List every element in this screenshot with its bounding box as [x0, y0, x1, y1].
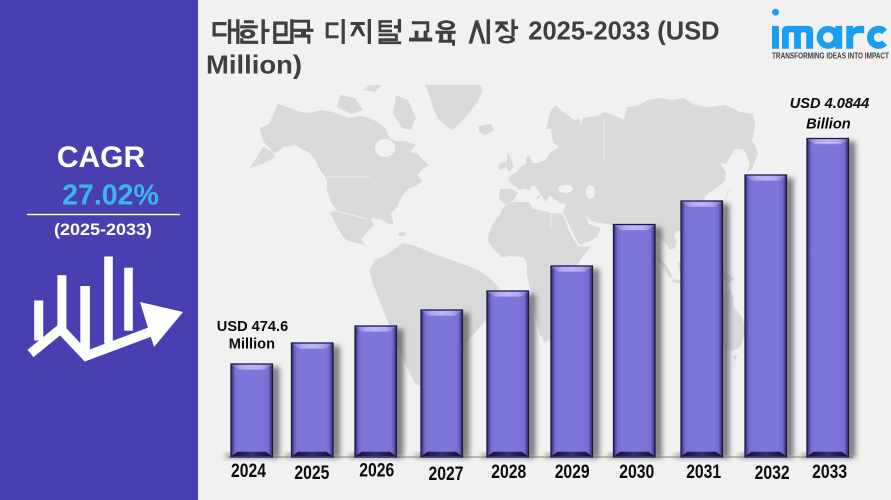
svg-text:2030: 2030 [619, 462, 654, 483]
svg-text:2026: 2026 [359, 461, 394, 482]
svg-text:2028: 2028 [491, 462, 526, 483]
svg-text:USD 474.6: USD 474.6 [217, 319, 288, 335]
svg-text:Million: Million [229, 336, 275, 352]
svg-text:USD 4.0844: USD 4.0844 [790, 96, 870, 112]
svg-text:2029: 2029 [555, 462, 590, 483]
svg-text:27.02%: 27.02% [62, 180, 159, 212]
svg-text:2031: 2031 [686, 462, 721, 483]
svg-text:Million): Million) [206, 50, 302, 80]
svg-text:Billion: Billion [806, 117, 851, 133]
svg-text:2027: 2027 [429, 464, 464, 485]
svg-text:2024: 2024 [231, 461, 266, 482]
svg-text:2025: 2025 [294, 463, 329, 484]
svg-text:CAGR: CAGR [57, 141, 146, 174]
svg-text:2033: 2033 [812, 462, 847, 483]
svg-text:TRANSFORMING IDEAS INTO IMPACT: TRANSFORMING IDEAS INTO IMPACT [772, 50, 889, 60]
svg-text:2032: 2032 [755, 463, 790, 484]
svg-text:(2025-2033): (2025-2033) [54, 220, 152, 239]
svg-text:2025-2033 (USD: 2025-2033 (USD [528, 16, 719, 46]
